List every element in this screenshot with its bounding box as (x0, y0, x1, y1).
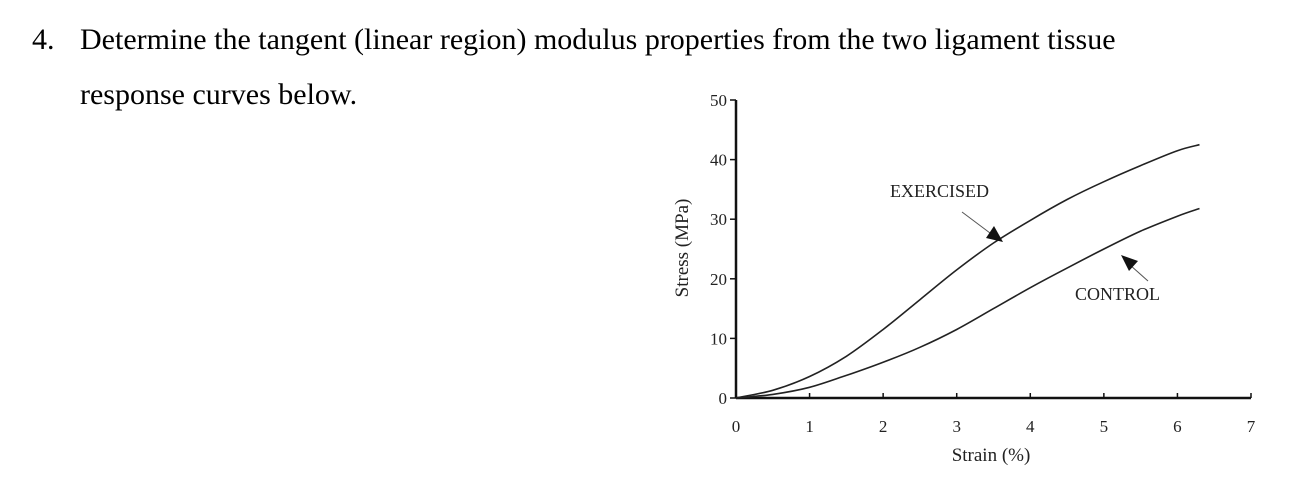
control-curve (735, 207, 1200, 399)
control-arrow-line (1129, 264, 1149, 282)
x-tick-label: 4 (1026, 417, 1035, 436)
question-text-line-1: Determine the tangent (linear region) mo… (80, 23, 1116, 56)
exercised-arrowhead (986, 226, 1003, 242)
y-tick-label: 20 (710, 270, 727, 289)
x-tick-label: 5 (1100, 417, 1109, 436)
y-tick-label: 30 (710, 210, 727, 229)
y-tick-label: 0 (719, 389, 728, 408)
x-tick-label: 6 (1173, 417, 1182, 436)
control-label: CONTROL (1075, 284, 1160, 304)
x-tick-label: 3 (952, 417, 961, 436)
question-number: 4. (32, 23, 55, 56)
y-tick-label: 40 (710, 151, 727, 170)
y-axis-title: Stress (MPa) (672, 199, 693, 298)
exercised-label: EXERCISED (890, 181, 989, 201)
y-tick-label: 50 (710, 91, 727, 110)
x-tick-label: 2 (879, 417, 888, 436)
series-group (735, 143, 1200, 399)
exercised-arrow-line (961, 211, 991, 234)
x-tick-label: 0 (732, 417, 741, 436)
x-tick-label: 1 (805, 417, 814, 436)
x-axis-title: Strain (%) (952, 445, 1031, 466)
annotations: EXERCISED CONTROL (890, 181, 1160, 304)
exercised-curve (735, 143, 1200, 399)
x-tick-label: 7 (1247, 417, 1256, 436)
question-text-line-2: response curves below. (80, 78, 358, 111)
control-arrowhead (1121, 255, 1138, 271)
axes: 0 1 2 3 4 5 6 7 0 10 20 30 40 50 (710, 91, 1256, 436)
y-tick-label: 10 (710, 329, 727, 348)
